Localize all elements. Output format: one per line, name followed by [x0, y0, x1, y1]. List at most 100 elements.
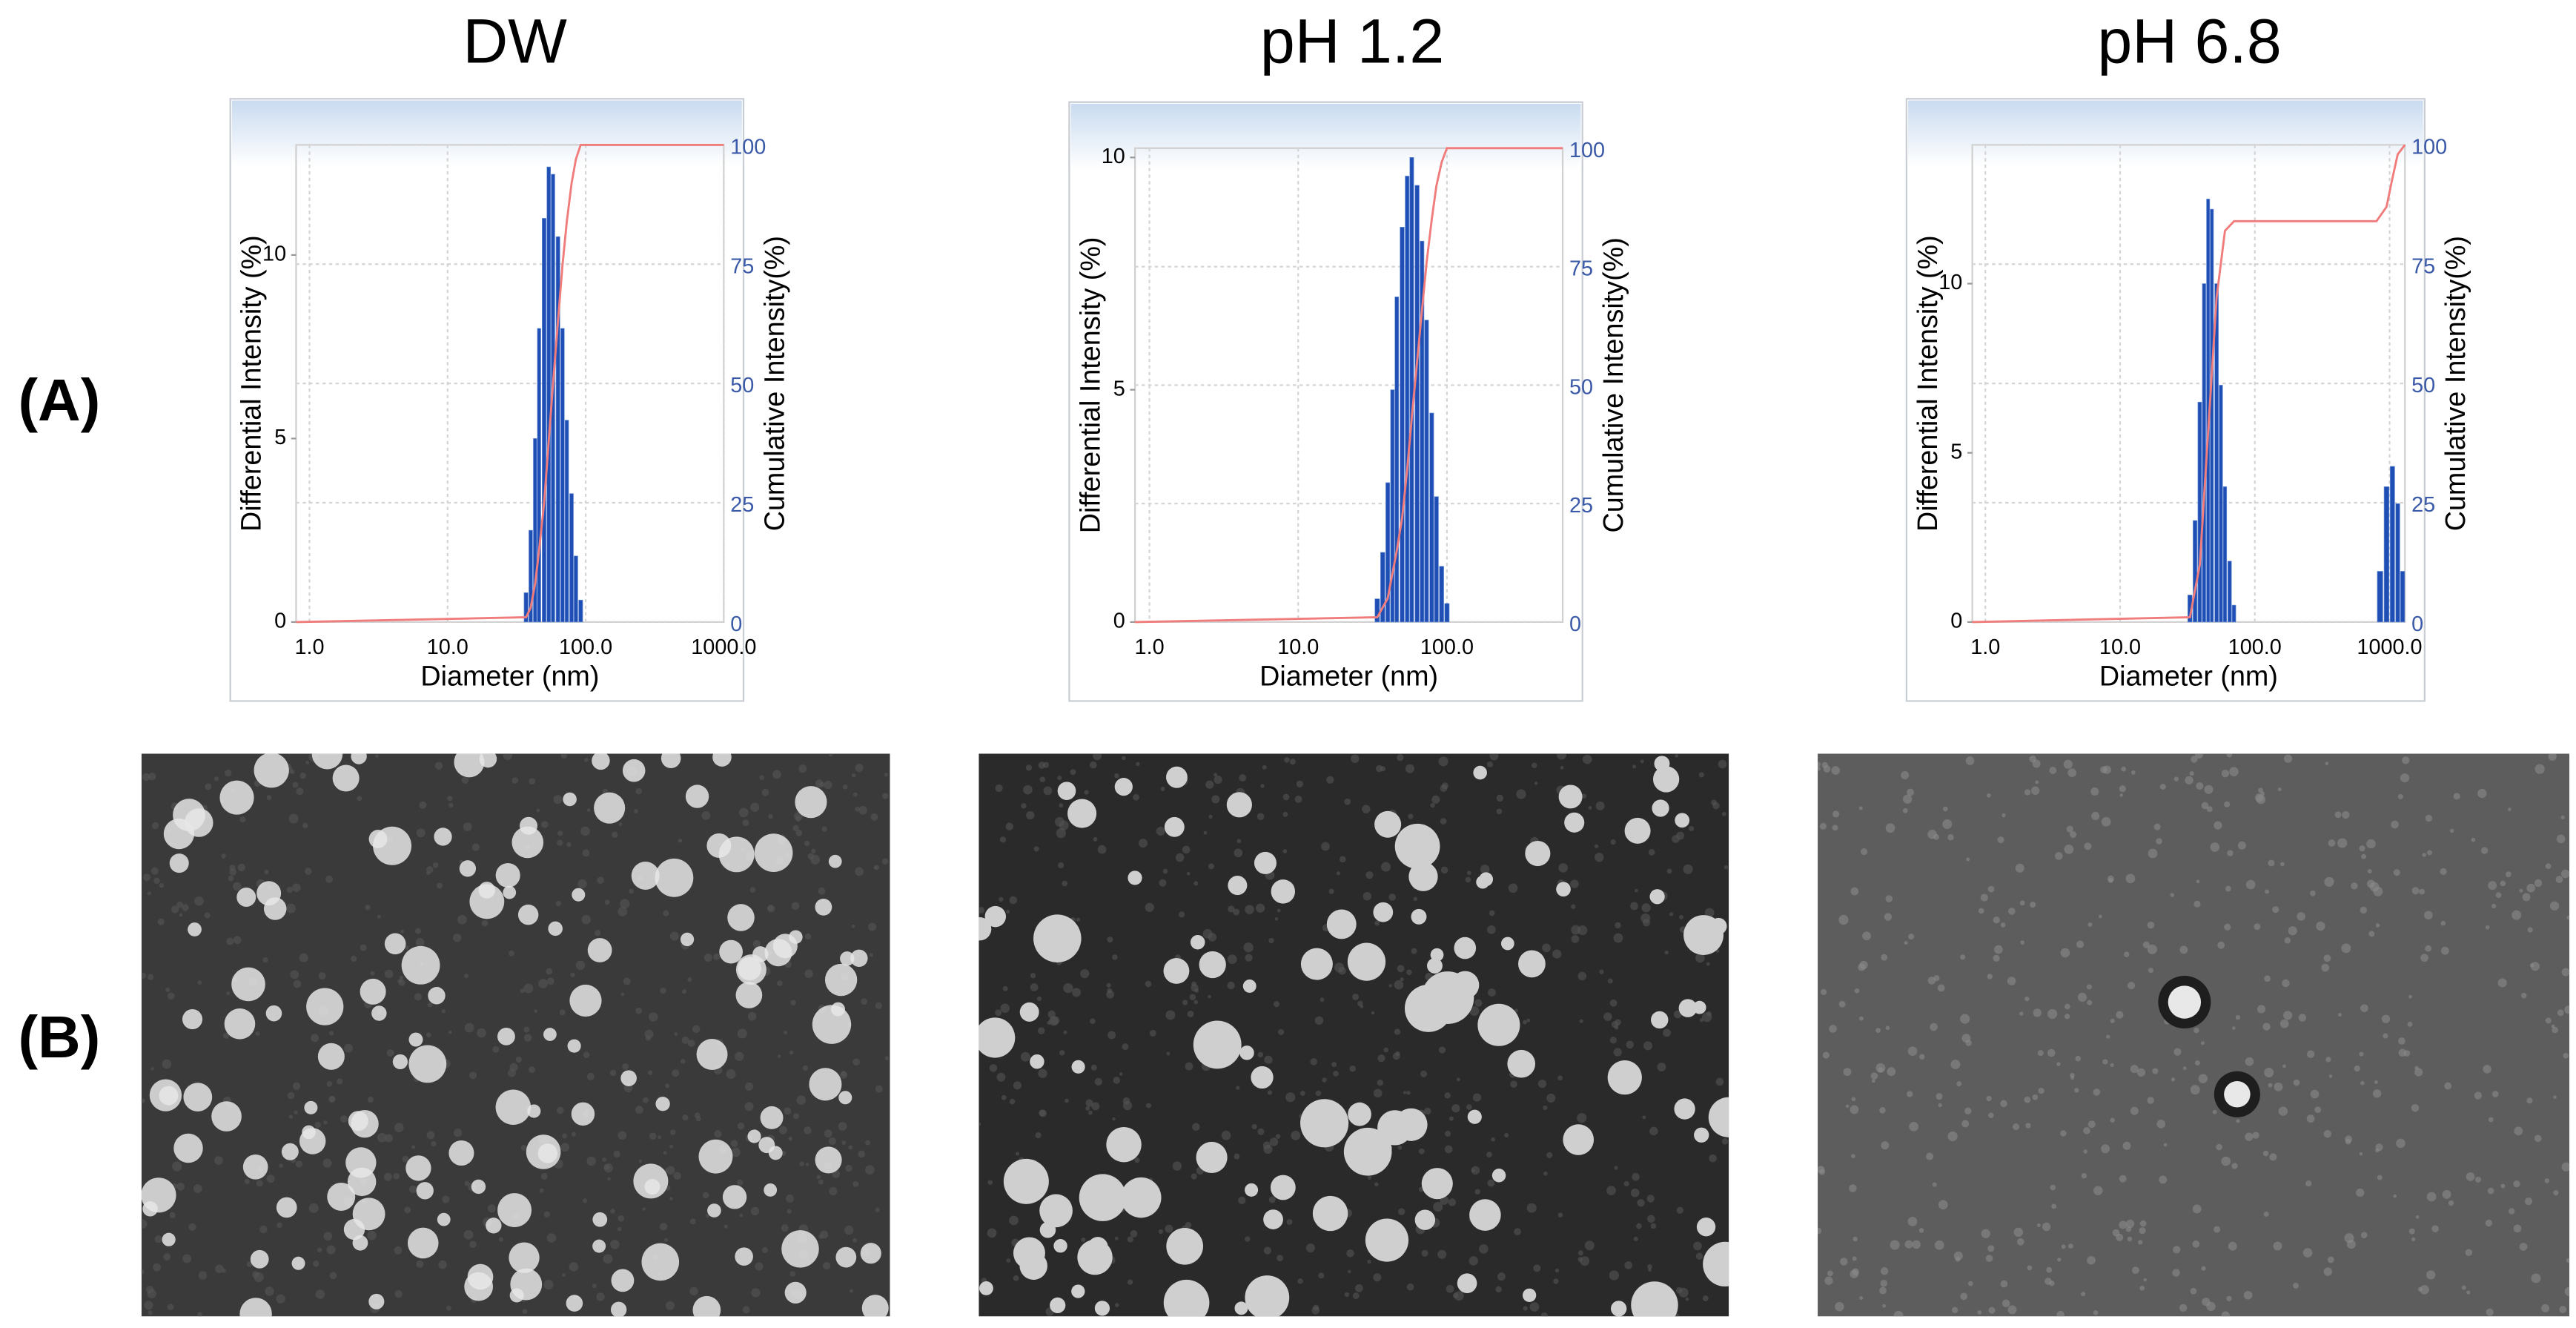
tem-texture — [828, 753, 833, 757]
tem-texture — [1861, 848, 1868, 856]
tem-particle — [2224, 1081, 2251, 1108]
tem-texture — [1487, 925, 1496, 934]
tem-texture — [1570, 879, 1579, 888]
tem-texture — [2360, 1004, 2368, 1013]
tem-texture — [2019, 1011, 2024, 1016]
tem-texture — [571, 1132, 576, 1137]
tem-texture — [1718, 759, 1727, 769]
tem-texture — [1534, 782, 1538, 785]
tem-texture — [442, 1195, 450, 1203]
tem-particle — [1254, 851, 1277, 874]
tem-texture — [2474, 1091, 2482, 1100]
tem-texture — [1480, 865, 1490, 874]
tem-texture — [555, 900, 561, 907]
tem-texture — [315, 1289, 325, 1299]
tem-texture — [2411, 1104, 2420, 1112]
tem-texture — [351, 955, 357, 962]
tem-texture — [329, 1096, 336, 1102]
tem-texture — [1371, 1011, 1375, 1015]
tem-texture — [649, 1132, 657, 1140]
tem-particle — [631, 862, 660, 890]
tem-texture — [2093, 1186, 2103, 1195]
tem-texture — [1936, 1093, 1943, 1100]
tem-texture — [2147, 921, 2155, 929]
tem-particle — [1624, 817, 1651, 844]
tem-texture — [2201, 802, 2209, 810]
tem-texture — [1395, 1051, 1400, 1057]
tem-texture — [150, 1067, 154, 1071]
tem-texture — [1367, 1175, 1372, 1180]
tem-texture — [2013, 1227, 2023, 1238]
tem-texture — [1851, 1097, 1856, 1102]
tem-texture — [829, 1186, 838, 1196]
tem-texture — [799, 1161, 804, 1166]
tem-texture — [622, 1063, 629, 1070]
tem-particle — [1394, 823, 1440, 869]
tem-texture — [1657, 1063, 1666, 1072]
tem-texture — [805, 933, 812, 940]
tem-texture — [1431, 795, 1440, 804]
tem-particle — [1308, 1100, 1347, 1138]
tem-texture — [2282, 979, 2290, 988]
tem-texture — [2051, 1203, 2057, 1209]
tem-texture — [844, 1225, 854, 1235]
tem-texture — [1114, 1236, 1119, 1241]
tem-texture — [2139, 1285, 2145, 1291]
tem-texture — [1267, 1090, 1273, 1095]
tem-texture — [1339, 856, 1346, 863]
tem-texture — [2159, 784, 2166, 790]
tem-particle — [1263, 1209, 1283, 1229]
tem-texture — [1408, 813, 1414, 819]
tem-texture — [855, 763, 864, 773]
tem-texture — [852, 792, 858, 797]
tem-texture — [2232, 1026, 2236, 1030]
tem-texture — [1275, 1134, 1281, 1139]
tem-texture — [2268, 1083, 2273, 1088]
tem-texture — [1107, 1031, 1116, 1040]
tem-texture — [2087, 1255, 2096, 1265]
tem-texture — [2465, 1249, 2473, 1257]
tem-texture — [182, 904, 189, 911]
tem-texture — [1158, 1229, 1164, 1235]
tem-texture — [416, 1260, 424, 1268]
tem-texture — [1059, 803, 1064, 808]
tem-particle — [1373, 902, 1394, 922]
bar — [2377, 571, 2383, 623]
tem-texture — [851, 773, 856, 778]
tem-texture — [1087, 1110, 1093, 1115]
tem-texture — [2152, 1068, 2159, 1074]
tem-particle — [304, 1100, 318, 1114]
tem-texture — [1579, 1019, 1583, 1023]
tem-texture — [1988, 1112, 1994, 1119]
tem-texture — [292, 782, 299, 788]
tem-texture — [292, 1082, 301, 1090]
tem-particle — [1564, 812, 1585, 833]
tem-texture — [2422, 853, 2426, 857]
tem-texture — [2414, 1068, 2423, 1077]
tem-particle — [1649, 889, 1665, 905]
tem-texture — [1438, 756, 1448, 767]
tem-particle — [1114, 778, 1133, 796]
bar — [1424, 320, 1429, 623]
tem-texture — [1234, 848, 1243, 858]
tem-texture — [2064, 1014, 2070, 1020]
tem-texture — [2354, 1065, 2360, 1072]
tem-texture — [1263, 1144, 1273, 1154]
tem-texture — [1546, 1093, 1556, 1103]
tem-texture — [1090, 761, 1097, 769]
tem-texture — [1831, 766, 1841, 775]
cumulative-line — [296, 143, 724, 624]
tem-texture — [1394, 980, 1404, 990]
tem-texture — [1238, 1196, 1246, 1204]
tem-texture — [2093, 1309, 2099, 1315]
tem-particle — [211, 1101, 242, 1132]
tem-texture — [2143, 1278, 2147, 1282]
tem-particle — [1507, 1049, 1536, 1078]
tem-texture — [534, 1009, 538, 1014]
tem-texture — [2397, 793, 2403, 799]
tem-texture — [290, 970, 299, 980]
tem-texture — [1377, 1054, 1385, 1063]
tem-texture — [1985, 1255, 1993, 1262]
tem-texture — [2033, 1008, 2042, 1017]
tem-particle — [610, 1301, 627, 1317]
